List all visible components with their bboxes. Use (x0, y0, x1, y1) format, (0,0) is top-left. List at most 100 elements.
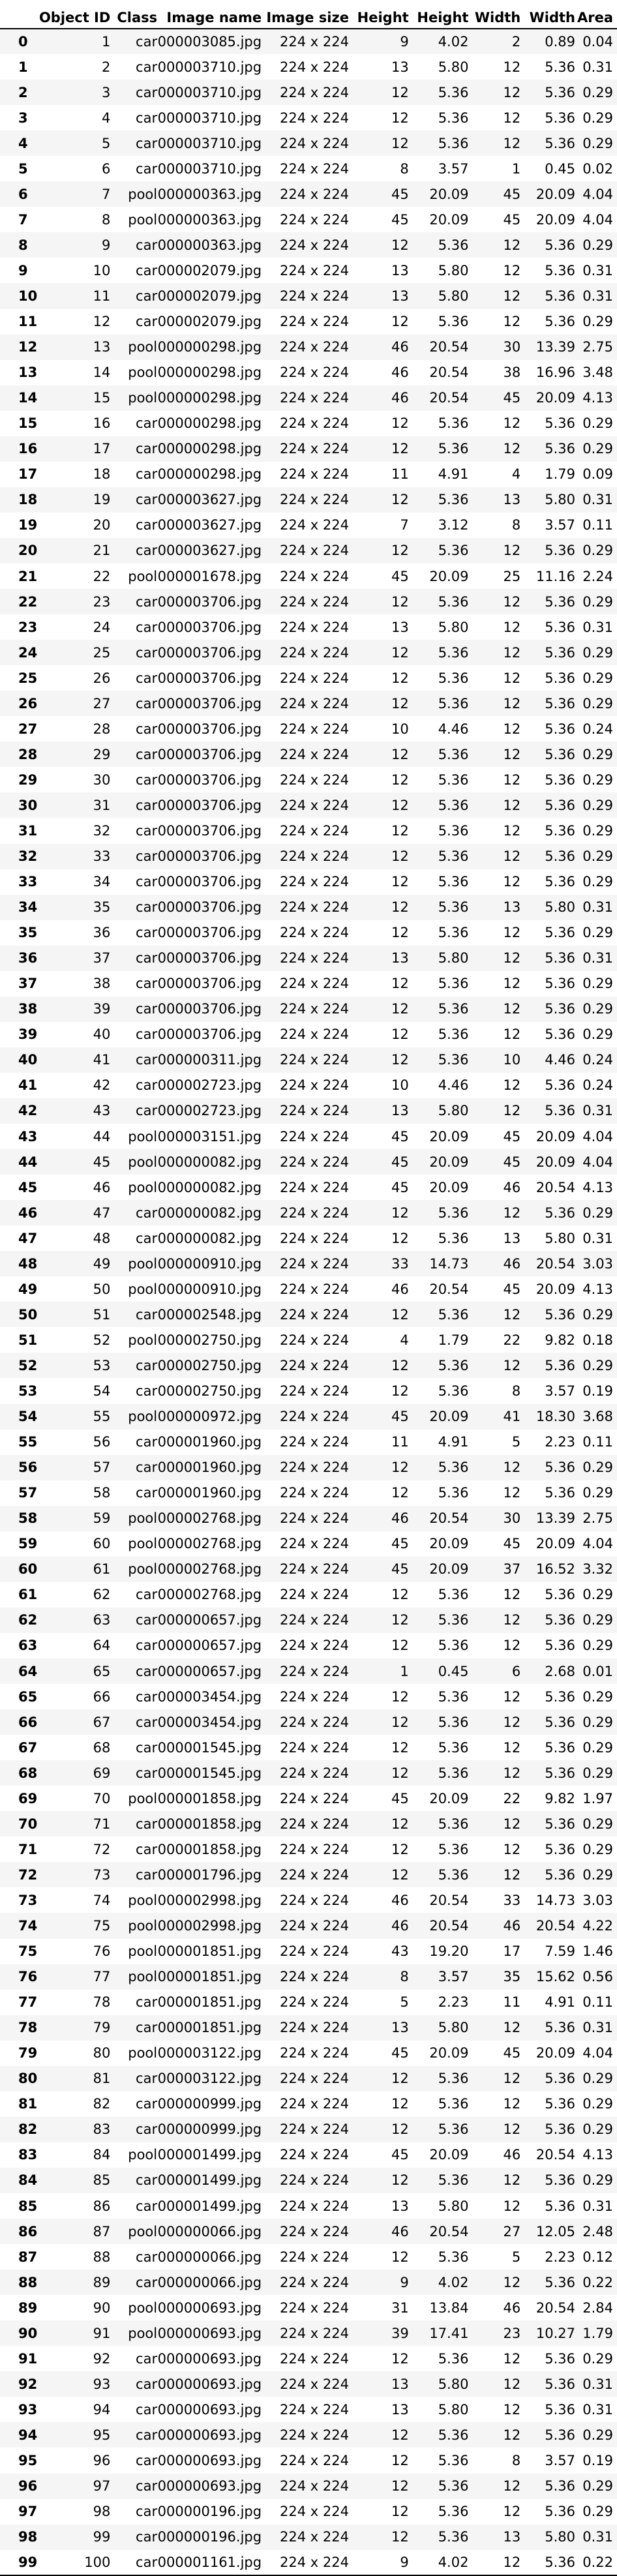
cell-height-px: 12 (391, 848, 409, 865)
cell-width-px: 12 (503, 848, 521, 865)
cell-height-px: 12 (391, 441, 409, 457)
cell-area: 4.13 (582, 1179, 613, 1195)
cell-class: car (136, 1866, 158, 1883)
cell-height-pct: 5.36 (438, 135, 469, 151)
cell-class: car (136, 1841, 158, 1857)
cell-height-px: 45 (391, 186, 409, 202)
cell-class: car (136, 1688, 158, 1705)
cell-width-px: 12 (503, 262, 521, 278)
table-row: 75 76 pool 000001851.jpg 224 x 224 43 19.20 17 7… (0, 1939, 617, 1964)
cell-width-pct: 5.36 (545, 1841, 575, 1857)
cell-width-px: 12 (503, 670, 521, 686)
cell-height-px: 12 (391, 1866, 409, 1883)
cell-width-px: 13 (503, 492, 521, 508)
cell-image-size: 224 x 224 (280, 797, 349, 813)
cell-height-pct: 5.36 (438, 1638, 469, 1654)
cell-index: 5 (18, 160, 28, 177)
cell-area: 0.29 (582, 2121, 613, 2138)
cell-image-name: 000000910.jpg (157, 1281, 262, 1297)
cell-height-pct: 20.54 (429, 1510, 469, 1527)
cell-index: 91 (18, 2350, 38, 2367)
cell-index: 64 (18, 1663, 38, 1679)
cell-class: car (136, 466, 158, 483)
cell-width-pct: 9.82 (545, 1790, 575, 1806)
cell-object-id: 20 (93, 517, 111, 533)
cell-height-px: 12 (391, 822, 409, 839)
cell-image-name: 000000999.jpg (157, 2121, 262, 2138)
cell-index: 85 (18, 2198, 38, 2214)
cell-class: car (136, 2071, 158, 2087)
cell-object-id: 74 (93, 1892, 111, 1908)
cell-area: 0.29 (582, 110, 613, 126)
table-body: 0 1 car 000003085.jpg 224 x 224 9 4.02 2 0.89 0.0… (0, 29, 617, 2576)
cell-image-size: 224 x 224 (280, 543, 349, 559)
cell-class: car (136, 874, 158, 890)
cell-class: car (136, 415, 158, 432)
cell-object-id: 4 (101, 110, 111, 126)
cell-width-pct: 18.30 (535, 1409, 575, 1425)
cell-height-pct: 5.36 (438, 1714, 469, 1730)
cell-width-pct: 20.54 (535, 2299, 575, 2316)
cell-height-pct: 5.36 (438, 2529, 469, 2545)
cell-width-pct: 4.91 (545, 1994, 575, 2011)
cell-area: 0.31 (582, 619, 613, 635)
cell-object-id: 26 (93, 670, 111, 686)
cell-index: 8 (18, 237, 28, 253)
cell-width-pct: 5.36 (545, 2121, 575, 2138)
table-row: 52 53 car 000002750.jpg 224 x 224 12 5.36 12 5.3… (0, 1353, 617, 1379)
cell-index: 58 (18, 1510, 38, 1527)
cell-index: 6 (18, 186, 28, 202)
cell-object-id: 24 (93, 619, 111, 635)
cell-class: car (136, 2096, 158, 2112)
table-row: 21 22 pool 000001678.jpg 224 x 224 45 20.09 25 1… (0, 563, 617, 589)
cell-class: car (136, 1357, 158, 1373)
cell-image-name: 000003706.jpg (157, 746, 262, 762)
cell-width-pct: 20.09 (535, 1154, 575, 1170)
cell-height-pct: 5.36 (438, 1205, 469, 1221)
cell-image-name: 000000693.jpg (157, 2427, 262, 2443)
cell-width-px: 12 (503, 2350, 521, 2367)
cell-height-px: 8 (400, 1969, 409, 1985)
cell-height-pct: 5.36 (438, 1052, 469, 1068)
cell-width-pct: 2.23 (545, 1434, 575, 1450)
cell-image-name: 000000298.jpg (157, 339, 262, 355)
cell-width-px: 12 (503, 1306, 521, 1323)
cell-image-size: 224 x 224 (280, 1688, 349, 1705)
cell-index: 22 (18, 593, 38, 610)
cell-width-px: 46 (503, 1179, 521, 1195)
cell-image-name: 000003706.jpg (157, 695, 262, 711)
cell-width-pct: 5.36 (545, 1026, 575, 1043)
cell-image-size: 224 x 224 (280, 1866, 349, 1883)
cell-area: 0.24 (582, 1077, 613, 1094)
cell-image-name: 000003454.jpg (157, 1714, 262, 1730)
cell-height-pct: 5.36 (438, 314, 469, 330)
cell-height-pct: 5.36 (438, 2121, 469, 2138)
cell-object-id: 93 (93, 2376, 111, 2392)
cell-index: 48 (18, 1255, 38, 1272)
cell-height-pct: 5.80 (438, 2376, 469, 2392)
cell-index: 93 (18, 2401, 38, 2418)
cell-index: 18 (18, 492, 38, 508)
cell-height-px: 12 (391, 415, 409, 432)
cell-area: 0.22 (575, 2549, 617, 2576)
cell-class: car (136, 2376, 158, 2392)
cell-width-px: 12 (468, 2549, 521, 2576)
cell-width-pct: 5.36 (545, 695, 575, 711)
cell-height-pct: 5.80 (438, 2401, 469, 2418)
cell-height-pct: 5.36 (438, 695, 469, 711)
cell-area: 4.04 (582, 2045, 613, 2061)
cell-class: car (136, 2529, 158, 2545)
cell-index: 66 (18, 1714, 38, 1730)
cell-class: car (136, 492, 158, 508)
cell-height-pct: 20.09 (429, 1536, 469, 1552)
cell-image-name: 000001499.jpg (157, 2198, 262, 2214)
cell-image-name: 000002079.jpg (157, 288, 262, 304)
table-row: 70 71 car 000001858.jpg 224 x 224 12 5.36 12 5.3… (0, 1811, 617, 1837)
cell-image-size: 224 x 224 (280, 390, 349, 406)
cell-index: 94 (18, 2427, 38, 2443)
cell-height-pct: 20.54 (429, 390, 469, 406)
table-row: 53 54 car 000002750.jpg 224 x 224 12 5.36 8 3.57… (0, 1378, 617, 1403)
cell-object-id: 40 (93, 1026, 111, 1043)
cell-image-name: 000001796.jpg (157, 1866, 262, 1883)
cell-area: 0.29 (582, 1485, 613, 1501)
